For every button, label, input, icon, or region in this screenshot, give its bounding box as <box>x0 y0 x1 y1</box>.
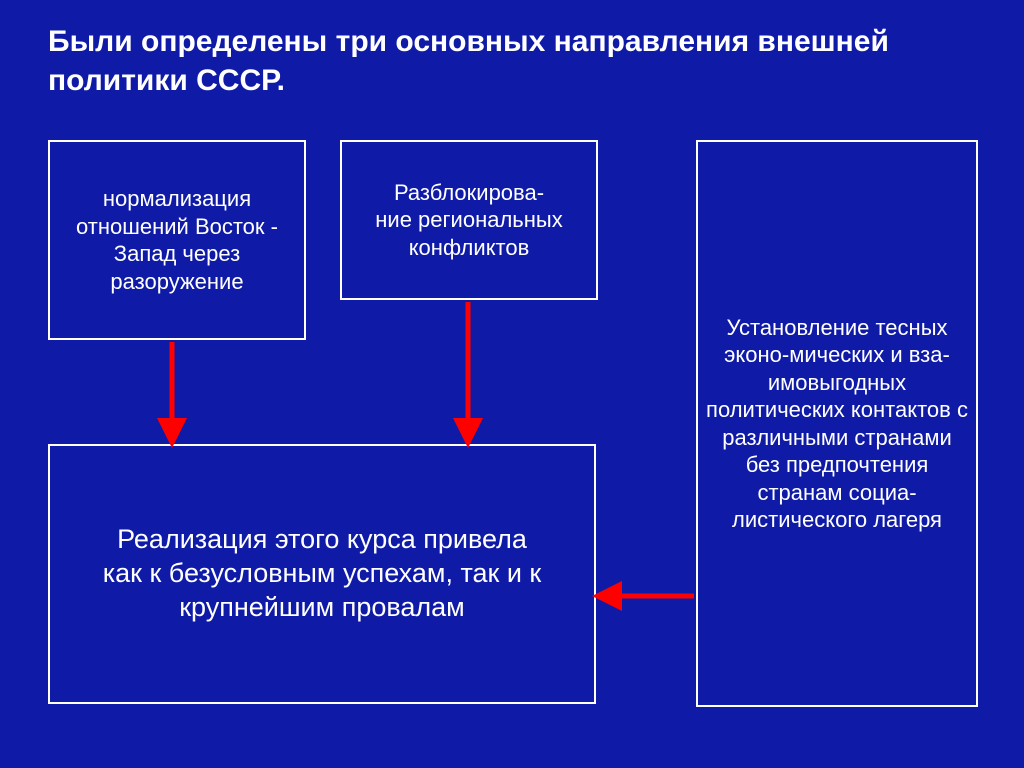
result-box: Реализация этого курса привелакак к безу… <box>48 444 596 704</box>
page-title: Были определены три основных направления… <box>48 22 964 100</box>
direction-box-3: Установление тесных эконо-мических и вза… <box>696 140 978 707</box>
direction-box-2: Разблокирова-ние региональных конфликтов <box>340 140 598 300</box>
direction-box-1: нормализация отношений Восток - Запад че… <box>48 140 306 340</box>
